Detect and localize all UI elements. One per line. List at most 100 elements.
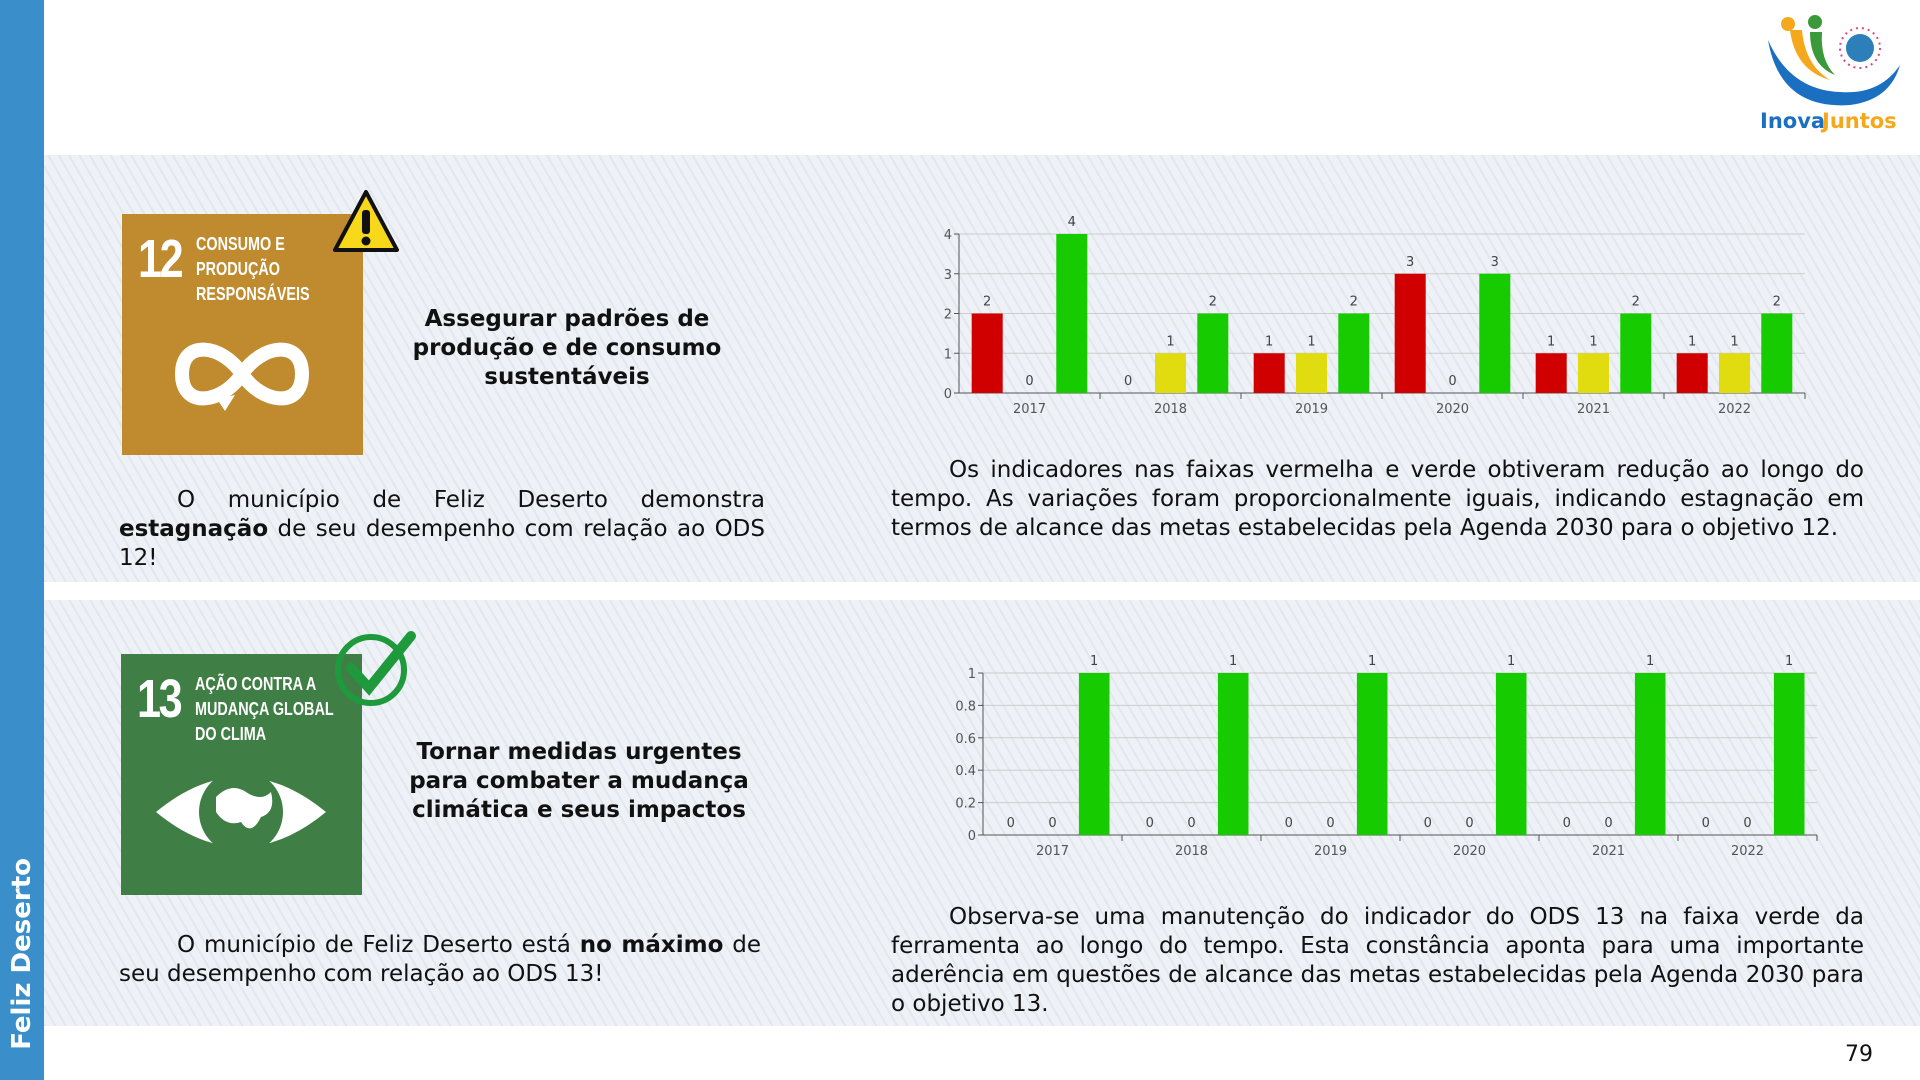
data-label: 0 [1187,816,1195,831]
data-label: 1 [1646,654,1654,669]
data-label: 1 [1265,334,1273,349]
y-tick-label: 0.6 [955,732,976,747]
inovajuntos-logo: Inova Juntos [1760,10,1906,135]
ods-title: AÇÃO CONTRA A MUDANÇA GLOBAL DO CLIMA [195,674,334,744]
bar-verde [1479,273,1511,393]
data-label: 0 [1465,816,1473,831]
ods-title: CONSUMO E PRODUÇÃO RESPONSÁVEIS [196,234,310,304]
y-tick-label: 0.8 [955,699,976,714]
data-label: 0 [1285,816,1293,831]
sidebar: Feliz Deserto [0,0,44,1080]
y-tick-label: 0.4 [955,764,976,779]
x-tick-label: 2022 [1718,402,1751,417]
ods12-summary: O município de Feliz Deserto demonstra e… [119,487,765,571]
data-label: 2 [983,295,991,310]
earth-eye-icon [156,770,326,854]
bar-amarela [1718,353,1751,393]
x-tick-label: 2019 [1295,402,1328,417]
x-tick-label: 2017 [1013,402,1046,417]
data-label: 1 [1307,334,1315,349]
y-tick-label: 0 [968,829,976,844]
y-tick-label: 0 [944,387,952,402]
data-label: 2 [1350,295,1358,310]
y-tick-label: 3 [944,268,952,283]
x-tick-label: 2022 [1731,844,1764,859]
ods12-chart: 0 1 2 3 4 2017 2 0 4 2018 0 1 2 2019 1 1 2 2020 3 0 3 2021 1 1 2… [944,215,1806,417]
page-number: 79 [1845,1042,1873,1067]
bar-verde [1056,234,1088,393]
data-label: 0 [1604,816,1612,831]
x-tick-label: 2020 [1436,402,1469,417]
data-label: 0 [1563,816,1571,831]
data-label: 0 [1146,816,1154,831]
x-tick-label: 2021 [1577,402,1610,417]
data-label: 0 [1702,816,1710,831]
x-tick-label: 2017 [1036,844,1069,859]
data-label: 1 [1589,334,1597,349]
data-label: 1 [1547,334,1555,349]
data-label: 2 [1773,295,1781,310]
ods12-heading: Assegurar padrões de produção e de consu… [412,306,722,390]
x-tick-label: 2018 [1175,844,1208,859]
x-tick-label: 2018 [1154,402,1187,417]
data-label: 1 [1785,654,1793,669]
bar-verde [1217,673,1249,835]
data-label: 3 [1406,255,1414,270]
data-label: 3 [1491,255,1499,270]
ods12-tile: 12 CONSUMO E PRODUÇÃO RESPONSÁVEIS [122,214,363,455]
data-label: 1 [1688,334,1696,349]
data-label: 0 [1048,816,1056,831]
bar-verde [1197,313,1229,393]
warning-icon [333,190,399,252]
data-label: 0 [1743,816,1751,831]
data-label: 0 [1025,374,1033,389]
data-label: 1 [1507,654,1515,669]
ods13-summary: O município de Feliz Deserto está no máx… [119,932,761,987]
data-label: 0 [1448,374,1456,389]
ods13-chart: 0 0.2 0.4 0.6 0.8 1 2017 0 0 1 2018 0 0 1 2019 0 0 1 2020 0… [955,654,1818,859]
ods13-tile: 13 AÇÃO CONTRA A MUDANÇA GLOBAL DO CLIMA [121,654,362,895]
bar-verde [1338,313,1370,393]
y-tick-label: 1 [968,667,976,682]
y-tick-label: 2 [944,308,952,323]
x-tick-label: 2020 [1453,844,1486,859]
ods13-analysis: Observa-se uma manutenção do indicador d… [891,904,1864,1017]
check-icon [335,631,416,706]
bar-verde [1495,673,1527,835]
bar-amarela [1154,353,1187,393]
x-tick-label: 2019 [1314,844,1347,859]
data-label: 0 [1326,816,1334,831]
bar-amarela [1295,353,1328,393]
infinity-icon [174,342,310,411]
bar-vermelha [1676,353,1708,393]
municipality-label: Feliz Deserto [7,858,37,1050]
data-label: 1 [1090,654,1098,669]
ods13-heading: Tornar medidas urgentes para combater a … [409,739,749,823]
ods-number: 13 [137,669,183,729]
bar-verde [1620,313,1652,393]
data-label: 4 [1068,215,1076,230]
data-label: 2 [1209,295,1217,310]
bar-vermelha [1394,273,1426,393]
bar-verde [1356,673,1388,835]
bar-vermelha [971,313,1003,393]
y-tick-label: 4 [944,228,952,243]
data-label: 2 [1632,295,1640,310]
bar-vermelha [1253,353,1285,393]
bar-vermelha [1535,353,1567,393]
data-label: 0 [1424,816,1432,831]
data-label: 1 [1229,654,1237,669]
svg-text:Inova: Inova [1760,109,1825,133]
x-tick-label: 2021 [1592,844,1625,859]
data-label: 1 [1730,334,1738,349]
data-label: 1 [1166,334,1174,349]
y-tick-label: 0.2 [955,797,976,812]
bar-verde [1634,673,1666,835]
bar-verde [1078,673,1110,835]
ods-number: 12 [138,229,184,289]
bar-verde [1761,313,1793,393]
data-label: 0 [1007,816,1015,831]
ods12-analysis: Os indicadores nas faixas vermelha e ver… [891,457,1864,541]
svg-text:Juntos: Juntos [1820,109,1897,133]
y-tick-label: 1 [944,347,952,362]
